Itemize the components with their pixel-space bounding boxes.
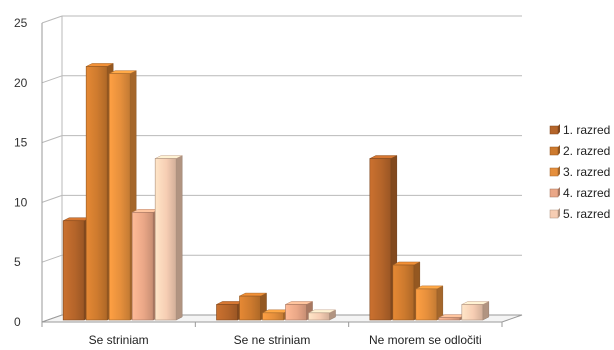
- legend-swatch: [549, 209, 559, 219]
- bar-front: [239, 295, 261, 321]
- legend-swatch-side: [558, 145, 560, 155]
- bar-front: [62, 220, 85, 321]
- legend-label: 5. razred: [563, 207, 610, 221]
- legend-item: 3. razred: [549, 165, 610, 179]
- bar-front: [108, 73, 131, 321]
- legend-swatch: [549, 125, 559, 135]
- legend-label: 4. razred: [563, 186, 610, 200]
- legend-swatch-side: [558, 166, 560, 176]
- bar-front: [392, 264, 415, 321]
- bar-side: [436, 285, 444, 321]
- bar-front: [369, 158, 392, 321]
- bar: [308, 309, 336, 321]
- y-tick-label: 15: [14, 136, 28, 150]
- bar-side: [175, 155, 183, 321]
- legend-item: 2. razred: [549, 144, 610, 158]
- y-tick-label: 25: [14, 16, 28, 30]
- bar: [461, 301, 490, 321]
- bar: [415, 285, 444, 321]
- y-tick-label: 5: [14, 255, 21, 269]
- bar-front: [85, 66, 108, 321]
- legend-item: 4. razred: [549, 186, 610, 200]
- bar: [154, 155, 183, 321]
- bar-front: [262, 312, 284, 321]
- gridline-side: [41, 135, 63, 144]
- legend-label: 3. razred: [563, 165, 610, 179]
- bar-front: [131, 212, 154, 321]
- gridline-side: [41, 75, 63, 84]
- y-tick-label: 20: [14, 76, 28, 90]
- legend-swatch-side: [558, 124, 560, 134]
- y-tick-label: 10: [14, 195, 28, 209]
- x-category-label: Ne morem se odločiti: [369, 333, 482, 347]
- bar-front: [438, 317, 461, 321]
- gridline-side: [41, 254, 63, 263]
- legend-item: 5. razred: [549, 207, 610, 221]
- legend-swatch: [549, 167, 559, 177]
- legend-swatch-side: [558, 187, 560, 197]
- bar: [239, 292, 267, 321]
- legend-item: 1. razred: [549, 123, 610, 137]
- x-category-label: Se striniam: [89, 333, 149, 347]
- legend-swatch: [549, 188, 559, 198]
- bar-front: [415, 288, 438, 321]
- bar-front: [308, 312, 330, 321]
- legend-label: 2. razred: [563, 144, 610, 158]
- legend-swatch: [549, 146, 559, 156]
- bar-front: [461, 304, 484, 321]
- legend-label: 1. razred: [563, 123, 610, 137]
- legend: 1. razred 2. razred 3. razred 4. razred 5. r…: [549, 123, 610, 221]
- bars: [62, 63, 490, 321]
- y-tick-label: 0: [14, 315, 21, 329]
- gridline-side: [41, 194, 63, 203]
- x-category-label: Se ne striniam: [234, 333, 311, 347]
- bar-front: [285, 304, 307, 321]
- legend-swatch-side: [558, 208, 560, 218]
- bar-front: [154, 158, 177, 321]
- bar-front: [216, 304, 238, 321]
- gridline-side: [41, 15, 63, 24]
